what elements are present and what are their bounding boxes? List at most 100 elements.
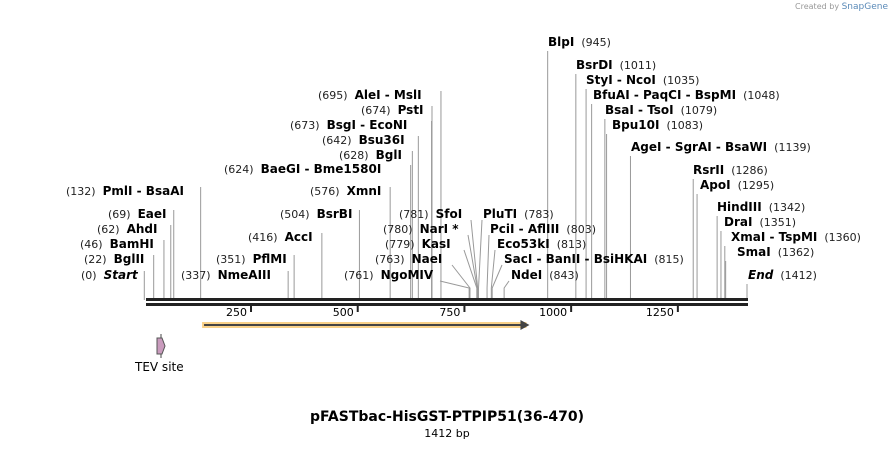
- enzyme-label[interactable]: Bpu10I (1083): [612, 118, 703, 133]
- enzyme-label[interactable]: (780) NarI *: [383, 222, 459, 237]
- cut-position: (0): [81, 269, 97, 282]
- brand-name: SnapGene: [841, 2, 888, 12]
- enzyme-label[interactable]: (763) NaeI: [375, 252, 442, 267]
- cut-position: (1295): [737, 179, 775, 192]
- enzyme-label[interactable]: (642) Bsu36I: [322, 133, 405, 148]
- enzyme-label[interactable]: DraI (1351): [724, 215, 796, 230]
- enzyme-label[interactable]: BsrDI (1011): [576, 58, 656, 73]
- enzyme-label[interactable]: SacI - BanII - BsiHKAI (815): [504, 252, 684, 267]
- enzyme-label[interactable]: BfuAI - PaqCI - BspMI (1048): [593, 88, 780, 103]
- enzyme-name: BglII: [113, 252, 145, 266]
- enzyme-name: PmlI - BsaAI: [102, 184, 184, 198]
- cut-position: (843): [549, 269, 579, 282]
- enzyme-name: XmaI - TspMI: [731, 230, 818, 244]
- cut-position: (1083): [666, 119, 704, 132]
- enzyme-label[interactable]: (69) EaeI: [108, 207, 167, 222]
- enzyme-label[interactable]: (351) PflMI: [216, 252, 287, 267]
- enzyme-label[interactable]: (624) BaeGI - Bme1580I: [224, 162, 381, 177]
- enzyme-label[interactable]: (761) NgoMIV: [344, 268, 433, 283]
- ruler-tick-label: 1000: [539, 306, 568, 319]
- sequence-length: 1412 bp: [424, 427, 470, 440]
- cut-position: (803): [566, 223, 596, 236]
- cut-position: (783): [524, 208, 554, 221]
- cut-position: (815): [654, 253, 684, 266]
- enzyme-label[interactable]: (674) PstI: [361, 103, 424, 118]
- snapgene-brand: Created by SnapGene: [795, 2, 888, 12]
- cut-line: [470, 219, 479, 300]
- enzyme-label[interactable]: (46) BamHI: [80, 237, 154, 252]
- cut-position: (46): [80, 238, 103, 251]
- cut-position: (416): [248, 231, 278, 244]
- enzyme-label[interactable]: BsaI - TsoI (1079): [605, 103, 717, 118]
- cut-line: [503, 280, 510, 300]
- cut-position: (628): [339, 149, 369, 162]
- ruler-tick: [356, 306, 359, 312]
- enzyme-name: Eco53kI: [497, 237, 550, 251]
- enzyme-label[interactable]: Eco53kI (813): [497, 237, 586, 252]
- enzyme-label[interactable]: (504) BsrBI: [280, 207, 352, 222]
- enzyme-name: PluTI: [483, 207, 518, 221]
- enzyme-name: NdeI: [511, 268, 543, 282]
- enzyme-label[interactable]: AgeI - SgrAI - BsaWI (1139): [631, 140, 811, 155]
- enzyme-name: StyI - NcoI: [586, 73, 656, 87]
- enzyme-name: PflMI: [252, 252, 287, 266]
- enzyme-label[interactable]: (416) AccI: [248, 230, 313, 245]
- enzyme-label[interactable]: End (1412): [748, 268, 817, 283]
- ruler-top-line: [146, 298, 748, 301]
- enzyme-name: BamHI: [109, 237, 154, 251]
- cut-position: (1360): [824, 231, 861, 244]
- cut-position: (624): [224, 163, 254, 176]
- enzyme-name: AccI: [284, 230, 313, 244]
- enzyme-label[interactable]: HindIII (1342): [717, 200, 805, 215]
- ruler-tick: [676, 306, 679, 312]
- enzyme-label[interactable]: (628) BglI: [339, 148, 402, 163]
- enzyme-name: SmaI: [737, 245, 771, 259]
- enzyme-label[interactable]: (62) AhdI: [97, 222, 157, 237]
- tev-site-icon: [156, 337, 166, 355]
- enzyme-label[interactable]: StyI - NcoI (1035): [586, 73, 699, 88]
- cut-position: (761): [344, 269, 374, 282]
- enzyme-name: Start: [103, 268, 138, 282]
- enzyme-label[interactable]: (132) PmlI - BsaAI: [66, 184, 184, 199]
- ruler-tick-label: 750: [439, 306, 461, 319]
- ruler-tick-label: 250: [226, 306, 247, 319]
- enzyme-name: BsrDI: [576, 58, 613, 72]
- enzyme-label[interactable]: (0) Start: [81, 268, 138, 283]
- cut-position: (1351): [759, 216, 797, 229]
- cut-position: (1079): [680, 104, 718, 117]
- enzyme-label[interactable]: SmaI (1362): [737, 245, 814, 260]
- cut-position: (695): [318, 89, 348, 102]
- enzyme-name: HindIII: [717, 200, 762, 214]
- enzyme-label[interactable]: (576) XmnI: [310, 184, 381, 199]
- cut-position: (813): [556, 238, 587, 251]
- cut-position: (1035): [662, 74, 700, 87]
- enzyme-name: NmeAIII: [217, 268, 271, 282]
- enzyme-label[interactable]: NdeI (843): [511, 268, 579, 283]
- ruler-tick: [570, 306, 573, 312]
- enzyme-label[interactable]: (779) KasI: [385, 237, 451, 252]
- enzyme-name: End: [748, 268, 774, 282]
- enzyme-label[interactable]: XmaI - TspMI (1360): [731, 230, 861, 245]
- enzyme-name: SacI - BanII - BsiHKAI: [504, 252, 648, 266]
- enzyme-label[interactable]: RsrII (1286): [693, 163, 768, 178]
- enzyme-name: KasI: [421, 237, 451, 251]
- enzyme-label[interactable]: ApoI (1295): [700, 178, 774, 193]
- enzyme-label[interactable]: (22) BglII: [84, 252, 144, 267]
- cut-position: (945): [581, 36, 611, 49]
- cut-position: (22): [84, 253, 107, 266]
- feature-arrow-head: [520, 320, 530, 330]
- enzyme-label[interactable]: PluTI (783): [483, 207, 554, 222]
- enzyme-label[interactable]: (695) AleI - MslI: [318, 88, 422, 103]
- cut-position: (576): [310, 185, 340, 198]
- cut-position: (1342): [768, 201, 806, 214]
- cut-position: (674): [361, 104, 391, 117]
- enzyme-label[interactable]: PciI - AflIII (803): [490, 222, 596, 237]
- brand-prefix: Created by: [795, 2, 840, 11]
- enzyme-label[interactable]: (673) BsgI - EcoNI: [290, 118, 407, 133]
- enzyme-label[interactable]: (337) NmeAIII: [181, 268, 271, 283]
- enzyme-label[interactable]: BlpI (945): [548, 35, 611, 50]
- enzyme-label[interactable]: (781) SfoI: [399, 207, 462, 222]
- tev-site-label[interactable]: TEV site: [135, 360, 184, 374]
- cut-position: (1011): [619, 59, 657, 72]
